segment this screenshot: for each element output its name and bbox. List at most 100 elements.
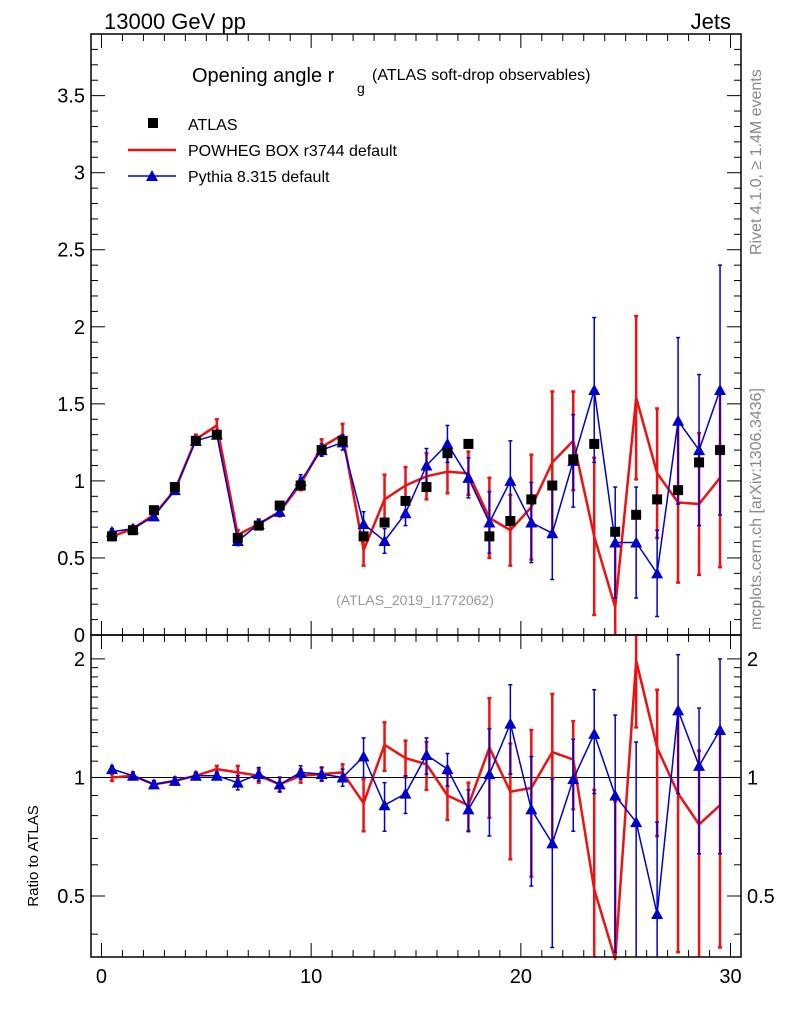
main-panel-marks xyxy=(105,264,727,635)
atlas-point xyxy=(631,509,642,520)
atlas-point xyxy=(610,526,621,537)
atlas-point xyxy=(589,438,600,449)
x-tick-label: 20 xyxy=(510,966,532,988)
atlas-point xyxy=(169,482,180,493)
pythia-point xyxy=(483,516,496,528)
pythia-ratio-point xyxy=(399,787,412,799)
atlas-point xyxy=(442,448,453,459)
main-panel-axes: 0.5 1 1.5 2 2.5 3 3.5 0 xyxy=(57,34,741,647)
atlas-point xyxy=(274,500,285,511)
energy-label: 13000 GeV pp xyxy=(104,9,246,34)
pythia-ratio-point xyxy=(105,763,118,775)
pythia-ratio-point xyxy=(420,749,433,761)
rivet-version-label: Rivet 4.1.0, ≥ 1.4M events xyxy=(748,69,765,255)
pythia-point xyxy=(273,505,286,517)
pythia-ratio-point xyxy=(525,803,538,815)
ratio-tick-label-left: 1 xyxy=(74,767,85,789)
pythia-point xyxy=(672,414,685,426)
atlas-point xyxy=(127,525,138,536)
pythia-point xyxy=(693,444,706,456)
atlas-point xyxy=(358,531,369,542)
pythia-ratio-point xyxy=(504,717,517,729)
x-tick-label: 0 xyxy=(96,966,107,988)
pythia-ratio-point xyxy=(609,789,622,801)
x-tick-label: 30 xyxy=(719,966,741,988)
pythia-point xyxy=(378,534,391,546)
pythia-ratio-point xyxy=(231,776,244,788)
pythia-ratio-point xyxy=(189,769,202,781)
pythia-ratio-point xyxy=(651,908,664,920)
pythia-ratio-point xyxy=(315,768,328,780)
ratio-tick-label-left: 2 xyxy=(74,649,85,671)
atlas-point xyxy=(463,438,474,449)
pythia-ratio-point xyxy=(273,778,286,790)
pythia-ratio-point xyxy=(357,750,370,762)
atlas-point xyxy=(253,520,264,531)
y-tick-label-zero: 0 xyxy=(74,625,85,647)
pythia-ratio-point xyxy=(336,771,349,783)
panel-frames xyxy=(90,33,742,958)
atlas-point xyxy=(400,495,411,506)
pythia-ratio-point xyxy=(168,774,181,786)
pythia-ratio-point xyxy=(126,769,139,781)
ratio-panel-axes: 0 10 20 30 0.5 0.5 1 1 2 2 xyxy=(57,635,775,988)
y-tick-label: 1.5 xyxy=(57,394,85,416)
pythia-ratio-point xyxy=(294,766,307,778)
atlas-point xyxy=(106,531,117,542)
chart-title-main: Opening angle r xyxy=(192,65,335,87)
pythia-point xyxy=(546,527,559,539)
pythia-ratio-point xyxy=(252,768,265,780)
atlas-point xyxy=(694,457,705,468)
chart-title-subscript: g xyxy=(357,80,365,96)
pythia-ratio-point xyxy=(693,759,706,771)
atlas-point xyxy=(190,435,201,446)
atlas-point xyxy=(547,480,558,491)
powheg-line xyxy=(111,396,721,609)
y-tick-label: 1 xyxy=(74,471,85,493)
atlas-point xyxy=(316,445,327,456)
atlas-point xyxy=(337,435,348,446)
atlas-point xyxy=(673,485,684,496)
pythia-ratio-point xyxy=(567,773,580,785)
pythia-point xyxy=(147,510,160,522)
pythia-ratio-point xyxy=(483,768,496,780)
pythia-point xyxy=(399,507,412,519)
pythia-point xyxy=(462,471,475,483)
powheg-ratio-line xyxy=(111,659,721,961)
atlas-point xyxy=(526,494,537,505)
ratio-panel-marks xyxy=(105,635,727,961)
pythia-point xyxy=(525,516,538,528)
pythia-point xyxy=(609,536,622,548)
pythia-point xyxy=(714,383,727,395)
pythia-ratio-point xyxy=(546,837,559,849)
pythia-ratio-point xyxy=(378,799,391,811)
ratio-tick-label-left: 0.5 xyxy=(57,886,85,908)
ratio-tick-label-right: 0.5 xyxy=(747,886,775,908)
process-label: Jets xyxy=(691,9,731,34)
pythia-ratio-point xyxy=(714,723,727,735)
pythia-ratio-line xyxy=(111,709,721,915)
legend: ATLAS POWHEG BOX r3744 default Pythia 8.… xyxy=(128,117,398,186)
y-tick-label: 2 xyxy=(74,317,85,339)
pythia-point xyxy=(588,383,601,395)
legend-label-pythia: Pythia 8.315 default xyxy=(188,169,330,186)
atlas-point xyxy=(484,531,495,542)
pythia-point xyxy=(420,459,433,471)
chart-title: Opening angle r xyxy=(192,65,335,87)
atlas-point xyxy=(148,505,159,516)
atlas-point xyxy=(715,445,726,456)
ratio-tick-label-right: 2 xyxy=(747,649,758,671)
atlas-point xyxy=(505,515,516,526)
y-tick-label: 3.5 xyxy=(57,86,85,108)
pythia-ratio-point xyxy=(462,803,475,815)
atlas-point xyxy=(232,532,243,543)
mcplots-label: mcplots.cern.ch [arXiv:1306.3436] xyxy=(748,388,765,630)
pythia-point xyxy=(504,474,517,486)
atlas-point xyxy=(379,517,390,528)
pythia-ratio-point xyxy=(630,816,643,828)
pythia-ratio-point xyxy=(210,769,223,781)
legend-label-powheg: POWHEG BOX r3744 default xyxy=(188,143,398,160)
x-tick-label: 10 xyxy=(300,966,322,988)
ratio-axis-label: Ratio to ATLAS xyxy=(25,805,42,906)
